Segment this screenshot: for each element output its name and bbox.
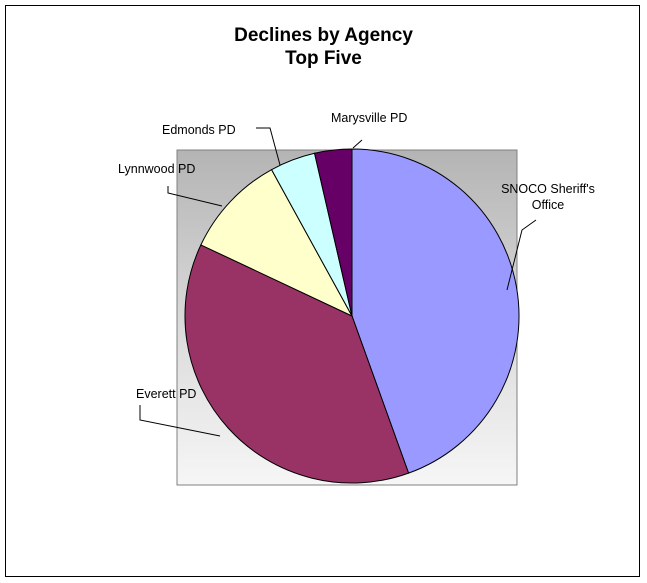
slice-label: Everett PD: [136, 387, 196, 401]
slice-label-line: Office: [532, 198, 564, 212]
slice-label-line: Marysville PD: [331, 111, 407, 125]
pie-slice: [184, 244, 410, 484]
slice-label-line: Everett PD: [136, 387, 196, 401]
slice-label-line: Lynnwood PD: [118, 162, 195, 176]
pie-slice: [200, 168, 354, 318]
leader-line: [167, 186, 223, 207]
slice-label: Lynnwood PD: [118, 162, 195, 176]
leader-line: [256, 127, 281, 166]
slice-label-line: SNOCO Sheriff's: [501, 182, 595, 196]
slice-label-line: Edmonds PD: [162, 123, 236, 137]
pie-slice: [351, 148, 520, 474]
slice-label: SNOCO Sheriff's Office: [501, 182, 595, 212]
slice-label: Edmonds PD: [162, 123, 236, 137]
chart-title: Declines by Agency: [234, 25, 413, 46]
slice-label: Marysville PD: [331, 111, 407, 125]
leader-line: [139, 405, 221, 437]
chart-subtitle: Top Five: [285, 48, 362, 69]
leader-line: [506, 219, 537, 291]
pie-slice: [313, 148, 353, 317]
leader-line: [352, 139, 363, 149]
